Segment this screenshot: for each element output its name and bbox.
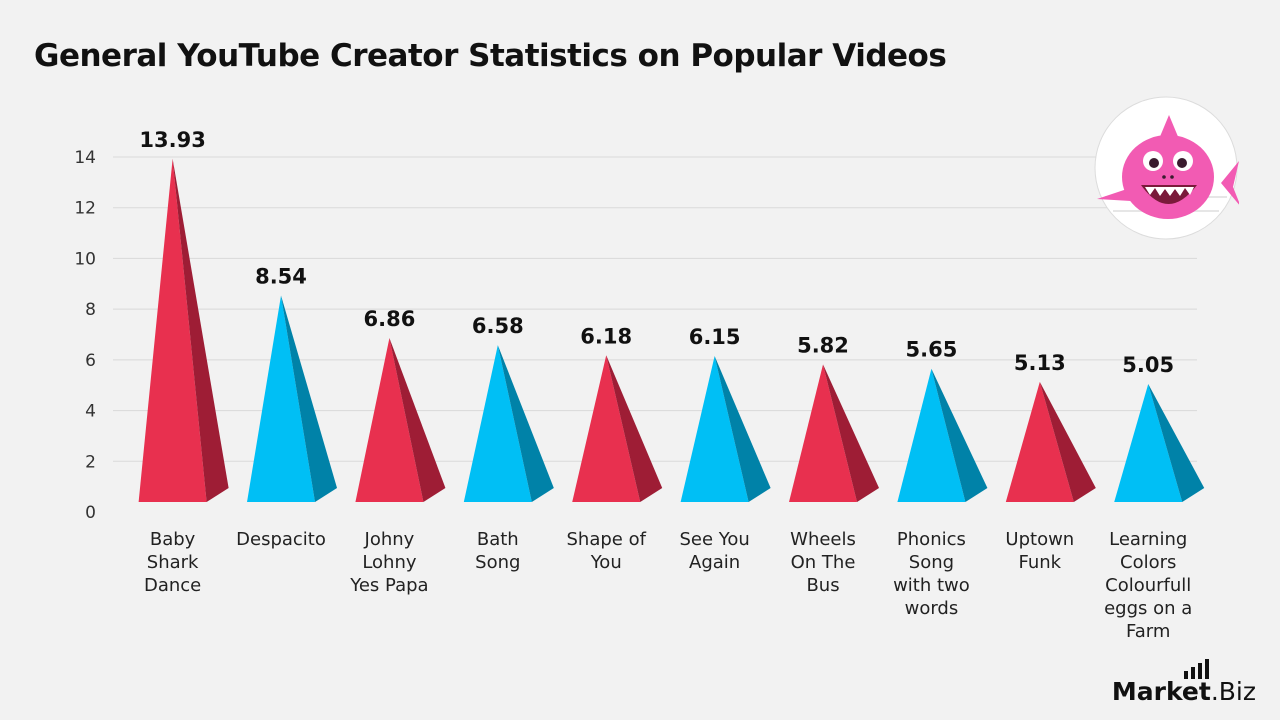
x-tick-label: Lohny xyxy=(362,552,417,573)
x-tick-label: Shark xyxy=(147,552,199,573)
data-label: 5.82 xyxy=(797,333,849,357)
x-tick-label: See You xyxy=(679,529,749,550)
data-label: 6.15 xyxy=(689,325,741,349)
y-tick-label: 10 xyxy=(74,249,96,269)
x-tick-label: eggs on a xyxy=(1104,598,1192,619)
x-tick-label: Yes Papa xyxy=(349,575,428,596)
x-tick-label: Colors xyxy=(1120,552,1176,573)
data-label: 5.65 xyxy=(906,338,958,362)
x-tick-label: Bus xyxy=(806,575,839,596)
pyramid-bar-side xyxy=(823,364,880,502)
x-tick-label: Despacito xyxy=(236,529,326,550)
x-tick-label: You xyxy=(590,552,622,573)
pyramid-bar-side xyxy=(389,338,446,502)
data-label: 6.18 xyxy=(580,324,632,348)
pyramid-bar-front xyxy=(572,355,641,502)
x-tick-label: Farm xyxy=(1126,621,1170,642)
pyramid-bar-side xyxy=(931,368,988,502)
pyramid-bar-side xyxy=(1148,383,1205,502)
pyramid-bar-front xyxy=(1005,381,1074,502)
pyramid-bar-side xyxy=(1039,381,1096,502)
x-tick-label: Baby xyxy=(150,529,196,550)
y-tick-label: 12 xyxy=(74,199,96,219)
x-tick-label: Dance xyxy=(144,575,201,596)
pyramid-bar-front xyxy=(463,345,532,502)
y-tick-label: 4 xyxy=(85,402,96,422)
x-tick-label: Johny xyxy=(364,529,415,550)
x-tick-label: Phonics xyxy=(897,529,966,550)
pyramid-bar-side xyxy=(606,355,663,502)
x-tick-label: Shape of xyxy=(567,529,647,550)
x-tick-label: Bath xyxy=(477,529,519,550)
x-tick-label: Wheels xyxy=(790,529,856,550)
x-tick-label: Again xyxy=(689,552,740,573)
pyramid-bar-front xyxy=(355,338,424,502)
brand-bars-icon xyxy=(1184,659,1209,679)
data-label: 8.54 xyxy=(255,264,307,288)
brand-logo: Market.Biz xyxy=(1112,677,1256,706)
x-tick-label: Song xyxy=(475,552,520,573)
brand-tld: .Biz xyxy=(1210,677,1256,706)
x-tick-label: Song xyxy=(909,552,954,573)
x-tick-label: with two xyxy=(893,575,970,596)
data-label: 13.93 xyxy=(139,128,205,152)
pyramid-bar-front xyxy=(138,158,207,502)
x-tick-label: On The xyxy=(791,552,856,573)
data-label: 5.13 xyxy=(1014,351,1066,375)
x-tick-label: Colourfull xyxy=(1105,575,1191,596)
pyramid-bar-side xyxy=(497,345,554,502)
chart-title: General YouTube Creator Statistics on Po… xyxy=(34,38,947,74)
pyramid-bar-front xyxy=(247,295,316,502)
data-label: 5.05 xyxy=(1122,353,1174,377)
x-tick-label: Uptown xyxy=(1005,529,1074,550)
y-tick-label: 8 xyxy=(85,300,96,320)
data-label: 6.58 xyxy=(472,314,524,338)
pyramid-bar-side xyxy=(172,158,229,502)
pyramid-bar-front xyxy=(680,356,749,502)
pyramid-bar-front xyxy=(897,368,966,502)
pyramid-bar-front xyxy=(789,364,858,502)
baby-shark-icon xyxy=(1094,96,1239,240)
x-tick-label: Funk xyxy=(1019,552,1062,573)
x-tick-label: Learning xyxy=(1109,529,1187,550)
pyramid-bar-side xyxy=(714,356,771,502)
y-tick-label: 14 xyxy=(74,148,96,168)
y-tick-label: 6 xyxy=(85,351,96,371)
brand-name: Market xyxy=(1111,677,1211,706)
y-tick-label: 2 xyxy=(85,452,96,472)
pyramid-bar-side xyxy=(281,295,338,502)
data-label: 6.86 xyxy=(364,307,416,331)
pyramid-bar-front xyxy=(1114,383,1183,502)
x-tick-label: words xyxy=(905,598,959,619)
y-tick-label: 0 xyxy=(85,503,96,523)
